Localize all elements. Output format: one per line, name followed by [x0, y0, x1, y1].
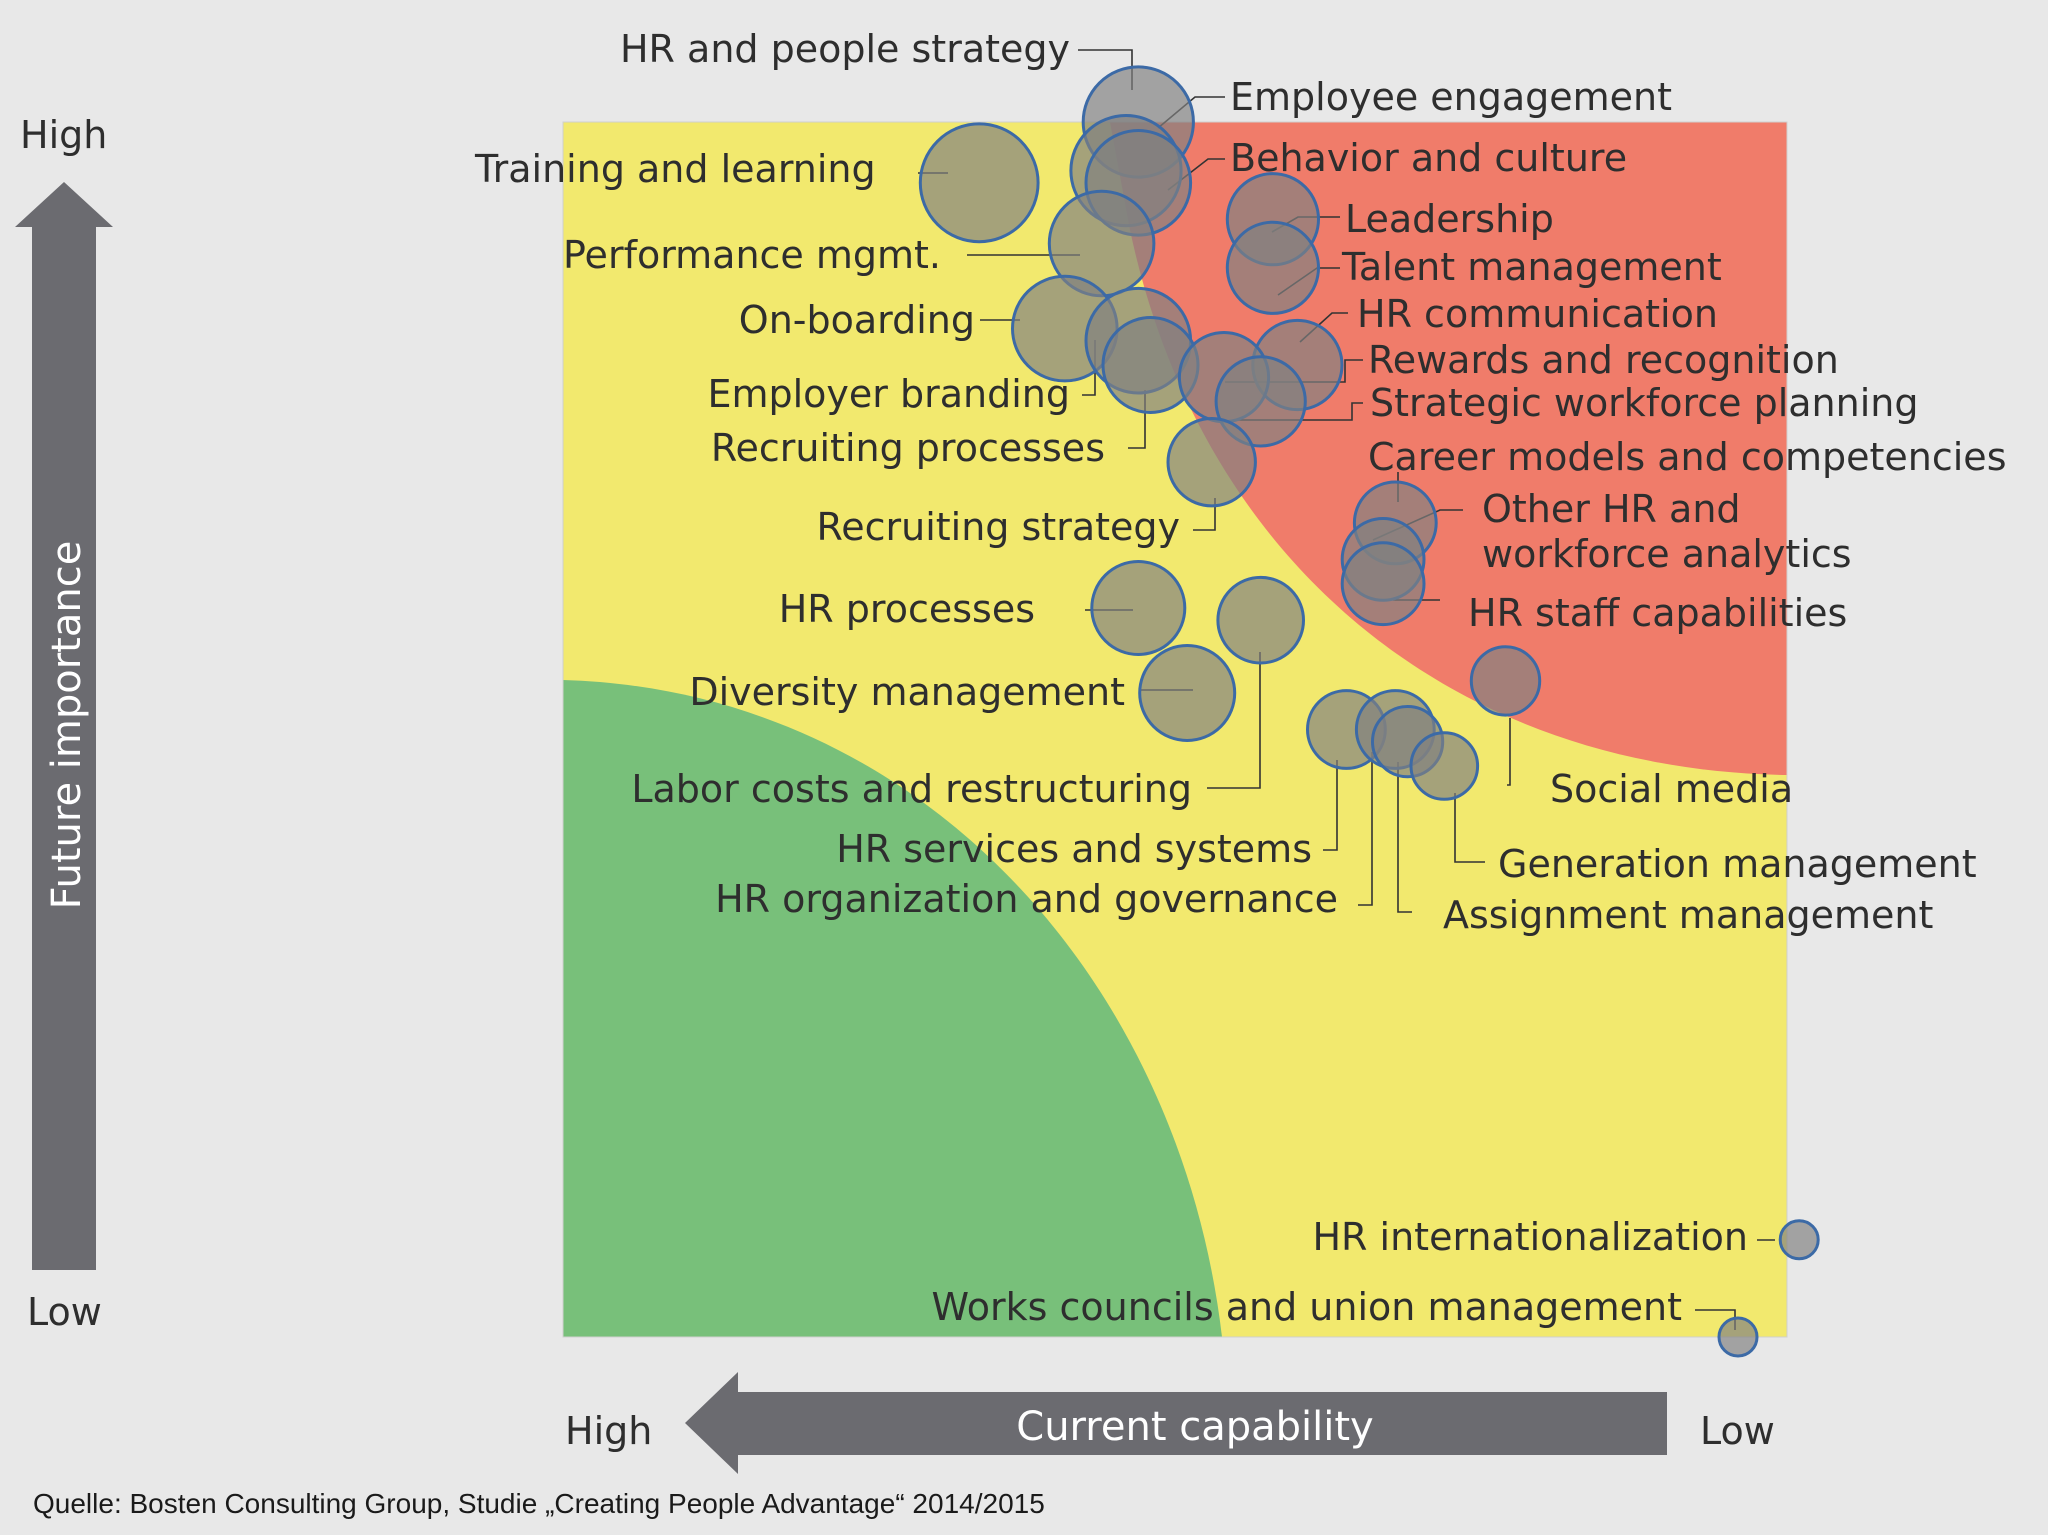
label-labor-costs: Labor costs and restructuring [631, 767, 1192, 811]
bubble-strategic-workforce-planning [1214, 355, 1307, 448]
label-performance-mgmt: Performance mgmt. [563, 233, 941, 277]
label-hr-staff-capabilities: HR staff capabilities [1468, 591, 1847, 635]
point-labels: HR and people strategy Employee engageme… [474, 27, 2007, 1329]
label-recruiting-strategy: Recruiting strategy [817, 505, 1180, 549]
label-works-councils: Works councils and union management [931, 1285, 1682, 1329]
bubble-generation-management [1409, 731, 1480, 801]
bubble-works-councils-and-union-management [1717, 1316, 1759, 1358]
bubble-training-and-learning [918, 122, 1040, 244]
label-employee-engagement: Employee engagement [1230, 75, 1672, 119]
x-axis-arrow [685, 1372, 1667, 1474]
bubble-layer [918, 65, 1820, 1358]
x-axis-title: Current capability [1016, 1404, 1373, 1450]
bubble-talent-management [1225, 220, 1321, 315]
label-recruiting-processes: Recruiting processes [711, 426, 1105, 470]
bubble-social-media [1469, 645, 1542, 717]
label-hr-processes: HR processes [779, 587, 1035, 631]
label-other-hr-1: Other HR and [1482, 487, 1741, 531]
label-leadership: Leadership [1345, 197, 1554, 241]
y-axis-title: Future importance [44, 541, 90, 910]
zone-strength [563, 680, 1222, 1337]
source-note: Quelle: Bosten Consulting Group, Studie … [33, 1488, 1045, 1519]
label-hr-people-strategy: HR and people strategy [620, 27, 1070, 71]
label-hr-internationalization: HR internationalization [1312, 1215, 1748, 1259]
label-on-boarding: On-boarding [739, 298, 975, 342]
y-axis-low: Low [27, 1290, 102, 1334]
x-axis-high: High [565, 1409, 652, 1453]
label-social-media: Social media [1550, 767, 1793, 811]
label-strategic-workforce-planning: Strategic workforce planning [1370, 381, 1918, 425]
label-rewards-recognition: Rewards and recognition [1368, 338, 1839, 382]
y-axis-high: High [20, 113, 107, 157]
label-other-hr-2: workforce analytics [1482, 532, 1852, 576]
x-axis-low: Low [1700, 1409, 1775, 1453]
label-hr-services-systems: HR services and systems [836, 827, 1312, 871]
label-assignment-management: Assignment management [1443, 893, 1933, 937]
y-axis-arrow [15, 182, 113, 1270]
label-career-models: Career models and competencies [1368, 435, 2007, 479]
bubble-hr-staff-capabilities [1340, 541, 1426, 627]
bubble-recruiting-strategy [1166, 417, 1257, 508]
label-training-learning: Training and learning [474, 147, 876, 191]
label-talent-management: Talent management [1341, 245, 1722, 289]
bubble-diversity-management [1138, 644, 1237, 742]
label-hr-communication: HR communication [1357, 292, 1718, 336]
bubble-labor-costs-and-restructuring [1216, 575, 1305, 665]
label-generation-management: Generation management [1498, 842, 1977, 886]
bubble-hr-internationalization [1778, 1219, 1820, 1261]
label-employer-branding: Employer branding [707, 372, 1070, 416]
label-hr-org-governance: HR organization and governance [715, 877, 1338, 921]
label-behavior-culture: Behavior and culture [1230, 136, 1627, 180]
label-diversity-management: Diversity management [689, 670, 1125, 714]
bubble-hr-processes [1090, 560, 1187, 656]
